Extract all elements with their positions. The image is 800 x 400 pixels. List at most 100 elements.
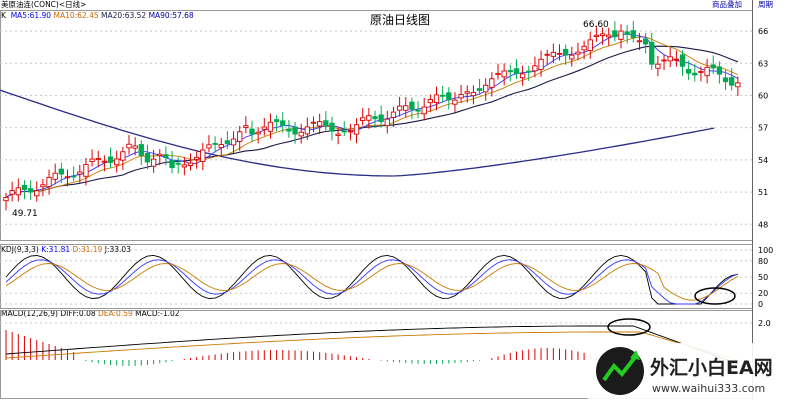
candle-body — [581, 45, 587, 51]
candle-body — [704, 66, 710, 77]
candle-body — [366, 115, 372, 121]
candle-body — [353, 124, 360, 135]
candle-body — [317, 121, 323, 127]
candle-body — [409, 101, 415, 110]
candle-body — [3, 196, 9, 202]
candle-body — [692, 72, 698, 76]
price-tick-label: 66 — [758, 27, 768, 36]
candle-body — [526, 70, 532, 73]
candle-body — [163, 154, 169, 159]
candle-body — [9, 190, 15, 195]
candle-body — [618, 30, 624, 40]
kdj-tick-label: 100 — [758, 246, 773, 255]
candle-body — [427, 99, 433, 104]
candle-body — [27, 188, 34, 193]
candle-body — [495, 72, 501, 76]
candle-body — [114, 158, 120, 166]
candle-body — [655, 63, 661, 69]
macd-histogram — [5, 325, 739, 366]
candle-body — [575, 51, 581, 55]
candle-body — [34, 190, 40, 197]
candle-body — [563, 48, 569, 56]
kdj-d-value: D:31.19 — [72, 245, 103, 254]
candle-body — [606, 34, 612, 38]
kdj-tick-label: 20 — [758, 289, 768, 298]
kdj-lines — [5, 254, 739, 305]
kdj-j-path — [5, 254, 738, 305]
candle-body — [538, 58, 544, 70]
candle-body — [698, 70, 704, 73]
candle-body — [83, 164, 89, 177]
candle-body — [519, 73, 526, 79]
candle-body — [249, 128, 255, 135]
candle-body — [372, 116, 378, 120]
price-legend: K MA5:61.90 MA10:62.45 MA20:63.52 MA90:5… — [1, 11, 194, 21]
candle-body — [218, 144, 224, 149]
watermark: 外汇小白EA网 www.waihui333.com — [588, 343, 800, 400]
ma10-line — [5, 36, 739, 198]
candle-body — [667, 56, 673, 62]
candle-body — [360, 117, 366, 121]
candle-body — [415, 109, 421, 112]
candle-body — [120, 151, 126, 161]
candle-body — [335, 133, 341, 136]
price-tick-label: 60 — [758, 91, 768, 100]
macd-annotation-circle — [607, 318, 651, 336]
ma90-path — [0, 89, 715, 177]
candle-body — [243, 125, 249, 128]
candle-body — [144, 152, 151, 163]
candle-body — [70, 175, 77, 178]
chart-title: 原油日线图 — [370, 13, 430, 27]
candles — [3, 21, 741, 211]
candle-body — [286, 128, 292, 132]
kdj-tick-label: 80 — [758, 257, 768, 266]
candle-body — [298, 131, 304, 137]
macd-name: MACD(12,26,9) — [1, 309, 58, 318]
candle-body — [710, 64, 716, 69]
candle-body — [310, 121, 317, 124]
ma20-line — [5, 45, 739, 198]
candle-body — [735, 82, 741, 88]
kdj-d-path — [5, 263, 739, 301]
candle-body — [150, 158, 157, 167]
candle-body — [175, 162, 181, 165]
cycle-button[interactable]: 周期 — [758, 0, 773, 9]
watermark-logo-arrow — [602, 354, 638, 382]
ma90-value: MA90:57.68 — [148, 11, 194, 20]
ma5-path — [5, 33, 739, 198]
watermark-brand: 外汇小白EA网 — [650, 356, 773, 379]
candle-body — [193, 156, 200, 160]
kdj-name: KDJ(9,3,3) — [1, 245, 39, 254]
add-overlay-button[interactable]: 商品叠加 — [712, 0, 742, 9]
macd-bar-value: MACD:-1.02 — [135, 309, 180, 318]
candle-body — [292, 126, 298, 135]
candle-body — [390, 111, 397, 118]
candle-body — [569, 54, 575, 60]
candle-body — [187, 162, 194, 166]
candle-body — [686, 68, 692, 74]
ma90-line — [0, 89, 715, 177]
candle-body — [347, 130, 354, 133]
candle-body — [458, 94, 464, 99]
candle-body — [132, 145, 138, 149]
candle-body — [107, 156, 114, 163]
candle-body — [157, 153, 163, 157]
ma5-value: MA5:61.90 — [10, 11, 52, 20]
candle-body — [636, 40, 643, 43]
candle-body — [587, 39, 593, 52]
candle-body — [476, 88, 483, 91]
watermark-url: www.waihui333.com — [652, 382, 765, 395]
ma10-path — [5, 36, 739, 198]
candle-body — [40, 184, 46, 188]
candle-body — [212, 142, 218, 145]
kdj-tick-label: 0 — [758, 300, 763, 309]
candle-body — [612, 30, 618, 38]
candle-body — [556, 52, 563, 55]
macd-dea-value: DEA:0.59 — [98, 309, 133, 318]
candle-body — [593, 34, 600, 37]
candle-body — [323, 120, 329, 127]
candle-body — [501, 70, 507, 78]
candle-body — [532, 65, 538, 72]
candle-body — [181, 164, 187, 168]
